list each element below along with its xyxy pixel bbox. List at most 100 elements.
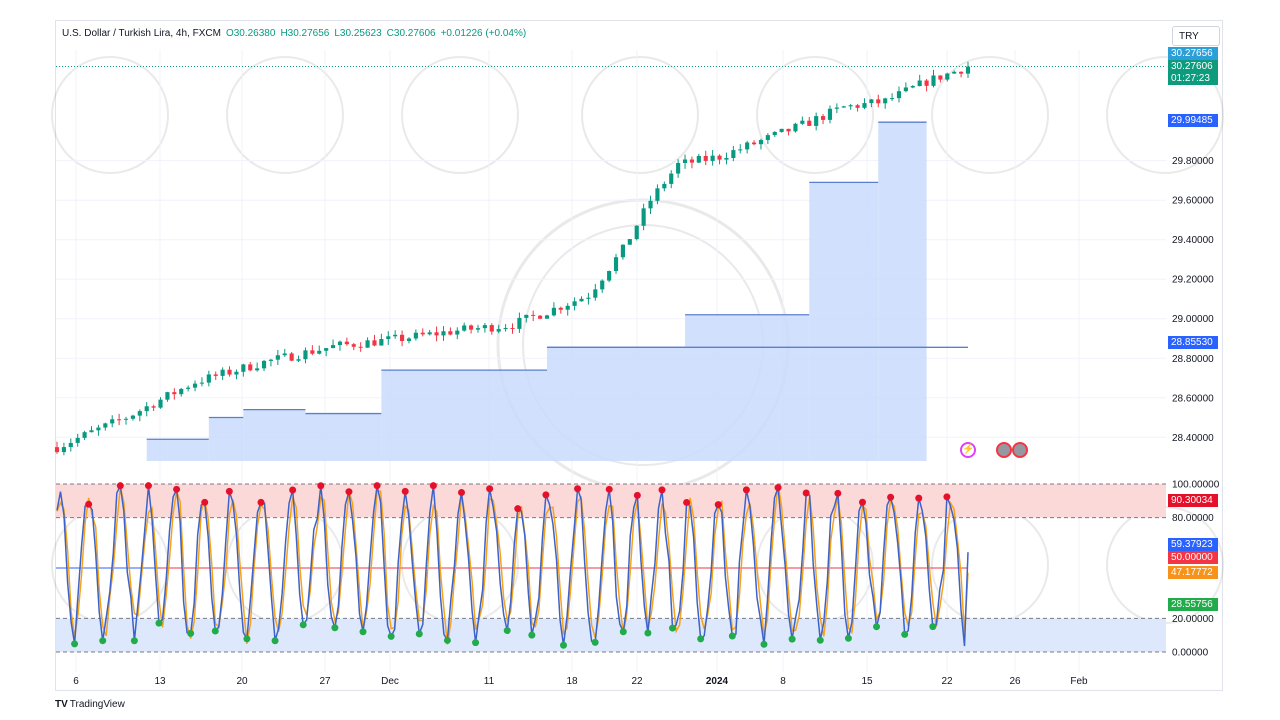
ohlc-low: L30.25623: [334, 28, 382, 39]
osc-marker-low-54: [844, 634, 852, 642]
candle-body-89: [669, 173, 674, 184]
osc-marker-low-34: [560, 641, 568, 649]
candle-body-90: [676, 162, 681, 174]
osc-marker-low-48: [760, 640, 768, 648]
lightning-icon[interactable]: ⚡: [960, 442, 976, 458]
osc-marker-low-60: [929, 623, 937, 631]
osc-marker-low-42: [669, 624, 677, 632]
stop-fill-3: [305, 413, 382, 461]
candle-body-110: [814, 116, 819, 126]
candle-body-14: [151, 406, 156, 408]
time-tick-10: 15: [861, 676, 873, 687]
osc-marker-high-49: [774, 484, 782, 492]
osc-marker-low-46: [728, 632, 736, 640]
watermark-seal-3: [581, 56, 699, 174]
time-tick-8: 2024: [706, 676, 729, 687]
candle-body-28: [248, 364, 253, 371]
us-flag-event-icon[interactable]: [996, 442, 1012, 458]
us-flag-event-icon-2[interactable]: [1012, 442, 1028, 458]
candle-body-46: [372, 340, 377, 346]
symbol-title: U.S. Dollar / Turkish Lira, 4h, FXCM: [62, 28, 221, 39]
price-tick-2: 29.40000: [1172, 235, 1214, 246]
candle-body-109: [807, 120, 812, 126]
tradingview-logo[interactable]: TV TradingView: [55, 699, 125, 710]
stop-lower-badge: 28.85530: [1168, 336, 1218, 349]
candle-body-11: [130, 415, 135, 419]
candle-body-105: [779, 128, 784, 132]
candle-body-127: [931, 75, 936, 86]
osc-mid-badge: 50.00000: [1168, 551, 1218, 564]
stop-fill-0: [146, 439, 209, 461]
candle-body-63: [489, 325, 494, 332]
candle-body-131: [959, 71, 964, 74]
candle-body-62: [482, 325, 487, 329]
candle-body-59: [462, 325, 467, 331]
candle-body-60: [469, 325, 474, 330]
osc-marker-high-37: [605, 485, 613, 493]
candle-body-85: [641, 208, 646, 226]
osc-marker-high-61: [943, 493, 951, 501]
candle-body-51: [406, 338, 412, 341]
candle-body-120: [883, 98, 888, 104]
osc-marker-high-51: [802, 489, 810, 497]
candle-body-128: [938, 75, 943, 80]
watermark-seal-2: [401, 56, 519, 174]
candle-body-116: [855, 105, 860, 108]
candle-body-35: [296, 359, 301, 361]
osc-marker-high-43: [683, 498, 691, 506]
watermark-seal-6: [1106, 56, 1224, 174]
candle-body-81: [613, 257, 619, 272]
candle-body-7: [103, 423, 108, 428]
currency-selector[interactable]: TRY: [1172, 26, 1220, 46]
stop-fill-1: [208, 417, 244, 461]
candle-body-3: [75, 437, 80, 443]
candle-body-107: [793, 123, 798, 132]
candle-body-99: [738, 149, 743, 151]
tv-icon: TV: [55, 699, 68, 710]
osc-tick-1: 80.00000: [1172, 513, 1214, 524]
candle-body-18: [179, 388, 184, 395]
osc-marker-low-20: [359, 628, 367, 636]
osc-marker-low-58: [901, 630, 909, 638]
candle-body-123: [903, 87, 908, 92]
candle-body-97: [724, 157, 729, 160]
candle-body-32: [275, 355, 280, 360]
candle-body-22: [206, 374, 211, 383]
osc-marker-high-7: [173, 485, 181, 493]
candle-body-114: [841, 106, 846, 108]
candle-body-76: [579, 298, 584, 302]
candle-body-36: [303, 350, 308, 360]
watermark-seal-0: [51, 56, 169, 174]
candle-body-86: [648, 200, 653, 209]
candle-body-24: [220, 369, 225, 376]
osc-marker-low-52: [816, 636, 824, 644]
candle-body-13: [144, 406, 149, 412]
osc-marker-high-11: [225, 487, 233, 495]
candle-body-87: [655, 188, 660, 201]
candle-body-12: [137, 411, 142, 416]
candle-body-101: [751, 142, 757, 145]
candle-body-106: [786, 128, 791, 132]
oscillator-lines: [56, 483, 969, 647]
candle-body-21: [199, 382, 205, 384]
candle-body-9: [117, 419, 122, 421]
osc-marker-high-27: [457, 489, 465, 497]
time-tick-13: Feb: [1070, 676, 1088, 687]
candle-body-15: [158, 399, 163, 408]
brand-name: TradingView: [69, 699, 125, 710]
osc-marker-high-19: [345, 488, 353, 496]
candle-body-103: [765, 135, 770, 141]
candle-body-78: [593, 289, 598, 298]
stop-fill-6: [685, 314, 810, 461]
candle-body-50: [400, 334, 405, 341]
osc-marker-high-23: [401, 487, 409, 495]
time-axis: 6 13 20 27 Dec 11 18 22 2024 8 15 22 26 Feb: [73, 676, 1088, 687]
osc-marker-low-24: [415, 630, 423, 638]
candle-body-66: [510, 328, 515, 330]
high-price-badge: 30.27656: [1168, 47, 1218, 60]
last-price-badge: 30.27606: [1168, 60, 1218, 73]
osc-marker-high-59: [915, 494, 923, 502]
candle-body-74: [565, 305, 570, 310]
candle-body-77: [586, 297, 591, 299]
